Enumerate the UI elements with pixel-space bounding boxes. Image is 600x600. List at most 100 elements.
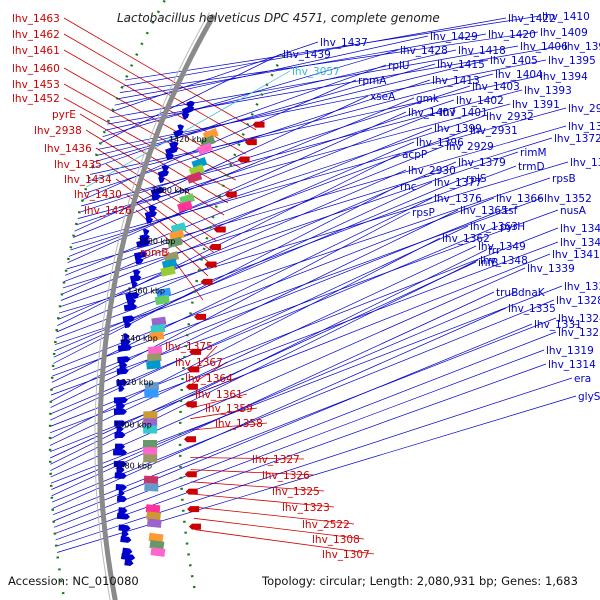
right-leader-line [52,317,557,516]
right-gene-label: lhv_1322 [558,327,600,339]
left-leader-line [192,506,355,525]
forward-gene-arrow [119,362,128,369]
right-gene-label: lhv_1422 [508,13,556,25]
cog-feature-block [144,482,159,492]
cog-feature-block [143,425,158,434]
right-leader-line [49,253,551,453]
right-gene-label: rimM [520,147,547,159]
right-gene-label: tsf [504,205,518,217]
cog-feature-block [144,381,160,391]
right-leader-line [54,331,557,528]
reverse-gene-arrow [244,139,257,146]
right-leader-line [91,64,387,169]
right-leader-line [82,79,357,201]
right-gene-label: lhv_1404 [495,69,543,81]
forward-gene-arrow [115,484,127,491]
forward-gene-arrow [144,210,158,219]
forward-gene-arrow [113,408,127,415]
right-gene-label: lhv_1379 [458,157,506,169]
right-leader-line [51,291,517,490]
reverse-gene-arrow [184,436,197,443]
reverse-gene-arrow [224,191,237,198]
forward-gene-arrow [150,186,165,196]
right-leader-line [56,395,577,553]
left-leader-line [63,17,257,131]
right-gene-label: lhv_1319 [546,345,594,357]
right-gene-label: infB [478,257,498,269]
right-leader-line [49,227,559,427]
reverse-gene-arrow [187,366,200,373]
right-leader-line [49,241,559,434]
left-gene-label: lhv_1461 [12,45,60,57]
cog-feature-block [177,200,193,213]
right-leader-line [98,59,547,150]
forward-gene-arrow [126,298,137,306]
right-gene-label: lhv_1349 [478,241,526,253]
forward-gene-arrow [181,105,195,115]
reverse-gene-arrow [187,506,200,513]
left-gene-label: lhv_1361 [195,389,243,401]
right-leader-line [62,137,553,289]
right-leader-line [88,73,494,182]
forward-gene-arrow [135,257,144,265]
reverse-gene-arrow [208,243,221,250]
forward-gene-arrow [121,530,129,537]
right-leader-line [51,299,555,503]
right-gene-label: lhv_1314 [548,359,596,371]
right-leader-line [109,45,519,119]
left-leader-line [190,469,315,476]
cog-feature-block [150,547,166,557]
right-leader-line [50,267,526,478]
kbp-label: 1400 kbp [152,186,190,195]
left-gene-label: lhv_1430 [74,189,122,201]
right-leader-line [51,197,433,383]
left-leader-line [63,33,252,143]
right-gene-label: rpsP [412,207,435,219]
forward-gene-arrow [118,489,125,497]
forward-gene-arrow [151,193,161,201]
cog-feature-block [202,128,219,141]
right-gene-label: lhv_2931 [470,125,518,137]
forward-gene-arrow [165,146,179,156]
left-leader-line [85,129,225,216]
cog-feature-block [146,352,162,363]
right-gene-label: lhv_1413 [432,75,480,87]
forward-gene-arrow [113,396,128,404]
reverse-gene-arrow [185,488,198,495]
right-leader-line [54,177,551,345]
left-leader-line [79,113,229,204]
right-gene-label: lhv_1391 [512,99,560,111]
right-gene-label: lhv_1406 [520,41,568,53]
right-leader-line [119,31,539,93]
right-gene-label: lhv_2936 [568,103,600,115]
cog-feature-block [143,410,158,420]
cog-feature-block [167,236,183,249]
right-gene-label: trmD [518,161,545,173]
right-gene-label: lhv_1362 [442,233,490,245]
right-gene-label: lhv_1324 [558,313,600,325]
cog-feature-block [142,439,158,449]
left-gene-label: lhv_1367 [175,357,223,369]
left-leader-line [63,67,241,169]
forward-gene-arrow [113,460,127,468]
right-gene-label: lhv_1348 [480,255,528,267]
kbp-label: 1300 kbp [114,421,152,430]
backbone-inner [94,12,210,600]
forward-gene-arrow [148,205,157,213]
right-leader-line [100,53,282,144]
map-title: Lactobacillus helveticus DPC 4571, compl… [117,11,440,25]
reverse-gene-arrow [213,226,226,233]
left-leader-line [193,517,365,540]
right-gene-label: rplU [388,60,410,72]
reverse-gene-arrow [184,401,197,408]
forward-gene-arrow [113,449,128,456]
right-leader-line [77,103,511,219]
forward-gene-arrow [123,303,138,312]
right-gene-label: lhv_1399 [434,123,482,135]
kbp-label: 1380 kbp [138,237,176,246]
right-gene-label: lhv_1410 [542,11,590,23]
reverse-gene-arrow [184,471,197,478]
right-leader-line [122,17,507,87]
forward-gene-arrow [114,432,126,439]
cog-feature-block [143,418,158,427]
